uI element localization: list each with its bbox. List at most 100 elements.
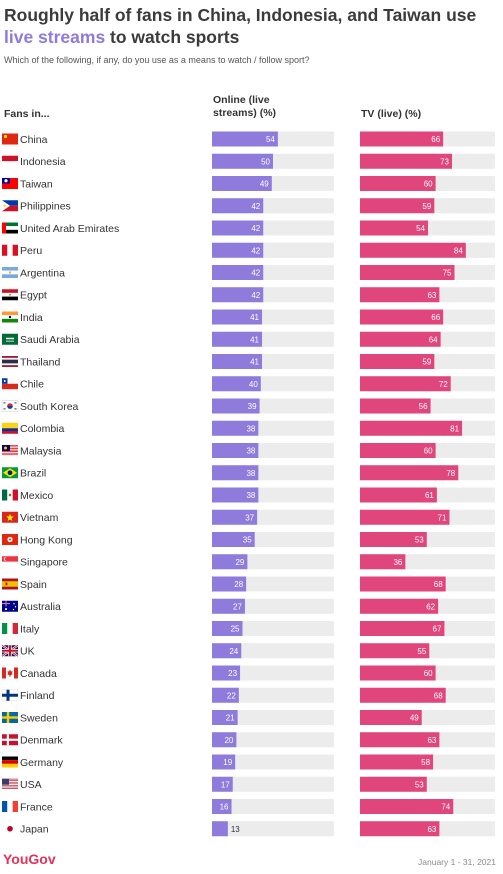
tv-value-label: 63: [427, 291, 436, 300]
tv-value-label: 62: [426, 602, 435, 611]
country-label: Taiwan: [20, 178, 53, 190]
online-bar: [212, 287, 264, 303]
country-label: Australia: [20, 601, 61, 613]
tv-bar: [360, 576, 446, 592]
online-value-label: 42: [251, 291, 260, 300]
spain-flag-icon: [2, 578, 18, 590]
tv-value-label: 66: [431, 313, 440, 322]
online-bar: [212, 554, 248, 570]
country-label: Hong Kong: [20, 534, 73, 546]
tv-bar: [360, 198, 435, 214]
tv-value-label: 73: [440, 157, 449, 166]
online-bar: [212, 131, 278, 147]
online-bar: [212, 532, 255, 547]
denmark-flag-icon: [2, 734, 18, 746]
japan-flag-icon: [2, 823, 18, 835]
country-label: Malaysia: [20, 445, 62, 457]
uk-flag-icon: [1, 644, 19, 658]
tv-bar: [360, 665, 436, 681]
chart-title: Roughly half of fans in China, Indonesia…: [4, 4, 499, 48]
country-label: France: [20, 801, 53, 813]
tv-bar: [360, 643, 430, 659]
online-value-label: 49: [260, 180, 269, 189]
malaysia-flag-icon: [2, 445, 18, 456]
tv-value-label: 36: [393, 558, 402, 567]
online-bar: [212, 465, 259, 481]
chart-subtitle: Which of the following, if any, do you u…: [4, 55, 310, 65]
tv-bar: [360, 242, 466, 258]
country-label: Brazil: [20, 468, 46, 480]
online-bar: [212, 821, 228, 837]
title-highlight: live streams: [4, 27, 106, 47]
online-bar-track: [212, 732, 334, 748]
sweden-flag-icon: [2, 712, 18, 723]
tv-bar: [360, 621, 445, 636]
tv-bar: [360, 131, 444, 147]
online-value-label: 28: [234, 580, 243, 589]
country-label: Peru: [20, 245, 42, 257]
tv-value-label: 78: [446, 469, 455, 478]
country-label: Mexico: [20, 490, 53, 502]
country-label: Singapore: [20, 557, 68, 569]
online-value-label: 35: [243, 536, 252, 545]
tv-value-label: 60: [424, 180, 433, 189]
online-header-line-2: streams) (%): [213, 107, 277, 119]
online-bar: [212, 265, 264, 280]
online-value-label: 38: [246, 469, 255, 478]
online-bar-track: [212, 799, 334, 814]
online-bar: [212, 754, 236, 770]
online-bar: [212, 776, 233, 792]
tv-value-label: 75: [443, 269, 452, 278]
argentina-flag-icon: [2, 267, 18, 278]
online-value-label: 42: [251, 269, 260, 278]
online-bar: [212, 799, 232, 814]
tv-bar: [360, 710, 422, 725]
country-label: Germany: [20, 757, 64, 769]
country-label: Vietnam: [20, 512, 59, 524]
france-flag-icon: [2, 801, 18, 812]
country-label: South Korea: [20, 401, 79, 413]
saudi-arabia-flag-icon: [2, 333, 18, 345]
australia-flag-icon: [2, 600, 18, 612]
online-value-label: 16: [220, 803, 229, 812]
online-value-label: 54: [266, 135, 275, 144]
online-bar: [212, 153, 273, 169]
online-bar-track: [212, 687, 334, 703]
country-label: Indonesia: [20, 156, 66, 168]
online-value-label: 29: [235, 558, 244, 567]
tv-value-label: 56: [419, 402, 428, 411]
tv-bar: [360, 687, 446, 703]
country-label: Egypt: [20, 290, 47, 302]
taiwan-flag-icon: [2, 178, 18, 189]
tv-bar: [360, 799, 454, 814]
canada-flag-icon: [2, 667, 18, 679]
tv-bar: [360, 287, 440, 303]
online-bar: [212, 732, 237, 748]
online-value-label: 41: [250, 313, 259, 322]
germany-flag-icon: [2, 756, 18, 768]
online-bar: [212, 376, 261, 392]
country-label: Thailand: [20, 356, 60, 368]
tv-bar: [360, 776, 427, 792]
online-value-label: 41: [250, 335, 259, 344]
online-value-label: 38: [246, 447, 255, 456]
online-value-label: 42: [251, 202, 260, 211]
tv-value-label: 58: [421, 758, 430, 767]
country-label: Italy: [20, 623, 40, 635]
country-label: China: [20, 134, 48, 146]
singapore-flag-icon: [2, 556, 18, 568]
tv-value-label: 59: [422, 202, 431, 211]
tv-value-label: 63: [427, 736, 436, 745]
brazil-flag-icon: [2, 467, 18, 479]
online-value-label: 42: [251, 246, 260, 255]
usa-flag-icon: [2, 778, 18, 790]
tv-bar: [360, 153, 452, 169]
country-label: India: [20, 312, 43, 324]
country-label: Canada: [20, 668, 57, 680]
tv-value-label: 64: [429, 335, 438, 344]
tv-value-label: 61: [425, 491, 434, 500]
tv-bar: [360, 354, 435, 369]
online-bar: [212, 621, 243, 636]
tv-bar: [360, 420, 463, 436]
